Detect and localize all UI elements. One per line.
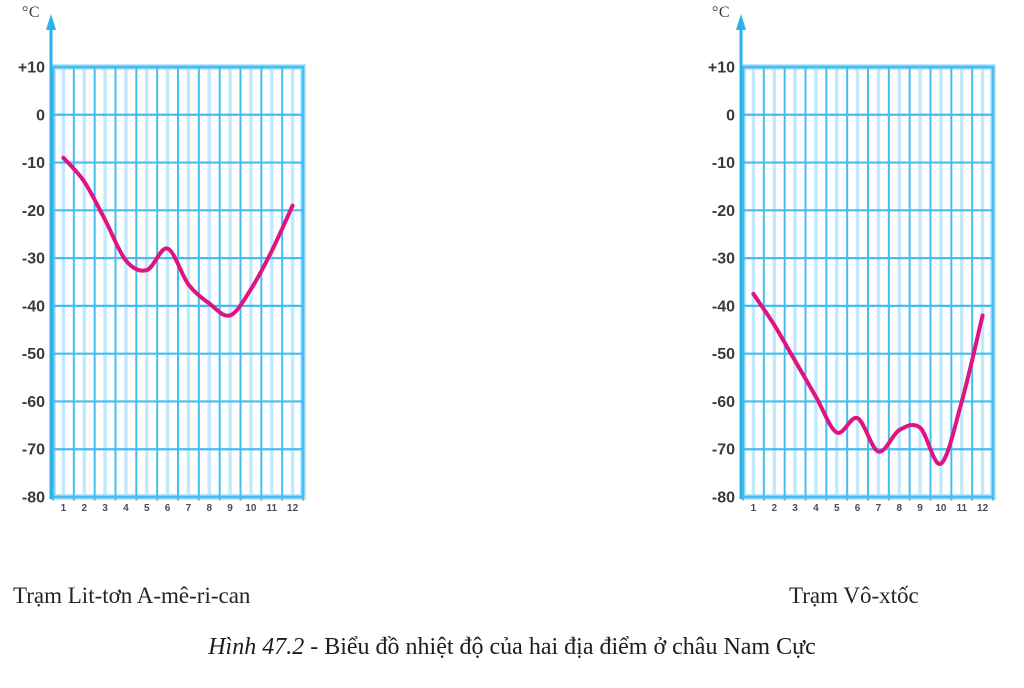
y-tick-label: -80 [22, 490, 45, 507]
y-axis-arrow-icon [736, 14, 746, 30]
y-tick-label: -70 [22, 442, 45, 459]
y-tick-label: -40 [712, 298, 735, 315]
y-tick-label: +10 [708, 60, 735, 77]
figure-caption: Hình 47.2 - Biểu đồ nhiệt độ của hai địa… [0, 634, 1024, 661]
x-tick-label: 8 [206, 503, 212, 514]
chart-little-america: °C +10 0 -10 -20 -30 -40 -50 -60 -70 -80 1 2 3 4 5 6 7 8 9… [1, 0, 307, 520]
x-tick-label: 8 [896, 503, 902, 514]
celsius-unit-label-left: °C [22, 4, 41, 21]
x-tick-label: 6 [855, 503, 861, 514]
x-tick-label: 4 [813, 503, 819, 514]
x-tick-label: 12 [977, 503, 989, 514]
y-axis-arrow-icon [46, 14, 56, 30]
y-tick-label: -80 [712, 490, 735, 507]
y-tick-label: -40 [22, 298, 45, 315]
y-tick-label: -50 [22, 346, 45, 363]
y-tick-label: -20 [22, 203, 45, 220]
chart-vostok: °C +10 0 -10 -20 -30 -40 -50 -60 -70 -80 1 2 3 4 5 6 7 8 9… [691, 0, 997, 520]
x-tick-label: 7 [186, 503, 192, 514]
station-label-vostok: Trạm Vô-xtốc [789, 583, 919, 608]
caption-title: Biểu đồ nhiệt độ của hai địa điểm ở châu… [324, 634, 816, 660]
x-tick-label: 5 [834, 503, 840, 514]
station-label-little-america: Trạm Lit-tơn A-mê-ri-can [13, 583, 251, 608]
y-tick-label: -30 [22, 251, 45, 268]
y-tick-label: -10 [22, 155, 45, 172]
x-tick-label: 3 [102, 503, 108, 514]
x-tick-label: 6 [165, 503, 171, 514]
x-tick-label: 4 [123, 503, 129, 514]
y-tick-label: -20 [712, 203, 735, 220]
y-tick-label: 0 [36, 107, 45, 124]
y-tick-label: -60 [712, 394, 735, 411]
y-tick-label: -50 [712, 346, 735, 363]
x-tick-label: 1 [751, 503, 757, 514]
temperature-curve [61, 155, 295, 318]
y-tick-label: 0 [726, 107, 735, 124]
temperature-line-chart-right: +100-10-20-30-40-50-60-70-801 2 3 4 5 6 7 8 9 10 1… [708, 14, 996, 514]
plot-border [51, 65, 305, 499]
y-tick-label: -60 [22, 394, 45, 411]
y-tick-label: -30 [712, 251, 735, 268]
temperature-line-chart-left: +100-10-20-30-40-50-60-70-801 2 3 4 5 6 7 8 9 10 1… [18, 14, 306, 514]
plot-border [741, 65, 995, 499]
x-tick-label: 12 [287, 503, 299, 514]
x-tick-label: 7 [876, 503, 882, 514]
x-tick-label: 10 [245, 503, 257, 514]
temperature-curve [751, 291, 985, 466]
caption-separator: - [304, 634, 325, 660]
y-tick-label: +10 [18, 60, 45, 77]
caption-figure-number: Hình 47.2 [208, 634, 305, 660]
celsius-unit-label-right: °C [712, 4, 731, 21]
x-tick-label: 3 [792, 503, 798, 514]
x-tick-label: 11 [266, 503, 277, 514]
y-tick-label: -10 [712, 155, 735, 172]
x-tick-label: 10 [935, 503, 947, 514]
x-tick-label: 2 [771, 503, 777, 514]
y-tick-label: -70 [712, 442, 735, 459]
x-tick-label: 5 [144, 503, 150, 514]
x-tick-label: 11 [956, 503, 967, 514]
x-tick-label: 9 [917, 503, 923, 514]
x-tick-label: 1 [61, 503, 67, 514]
x-tick-label: 2 [81, 503, 87, 514]
x-tick-label: 9 [227, 503, 233, 514]
